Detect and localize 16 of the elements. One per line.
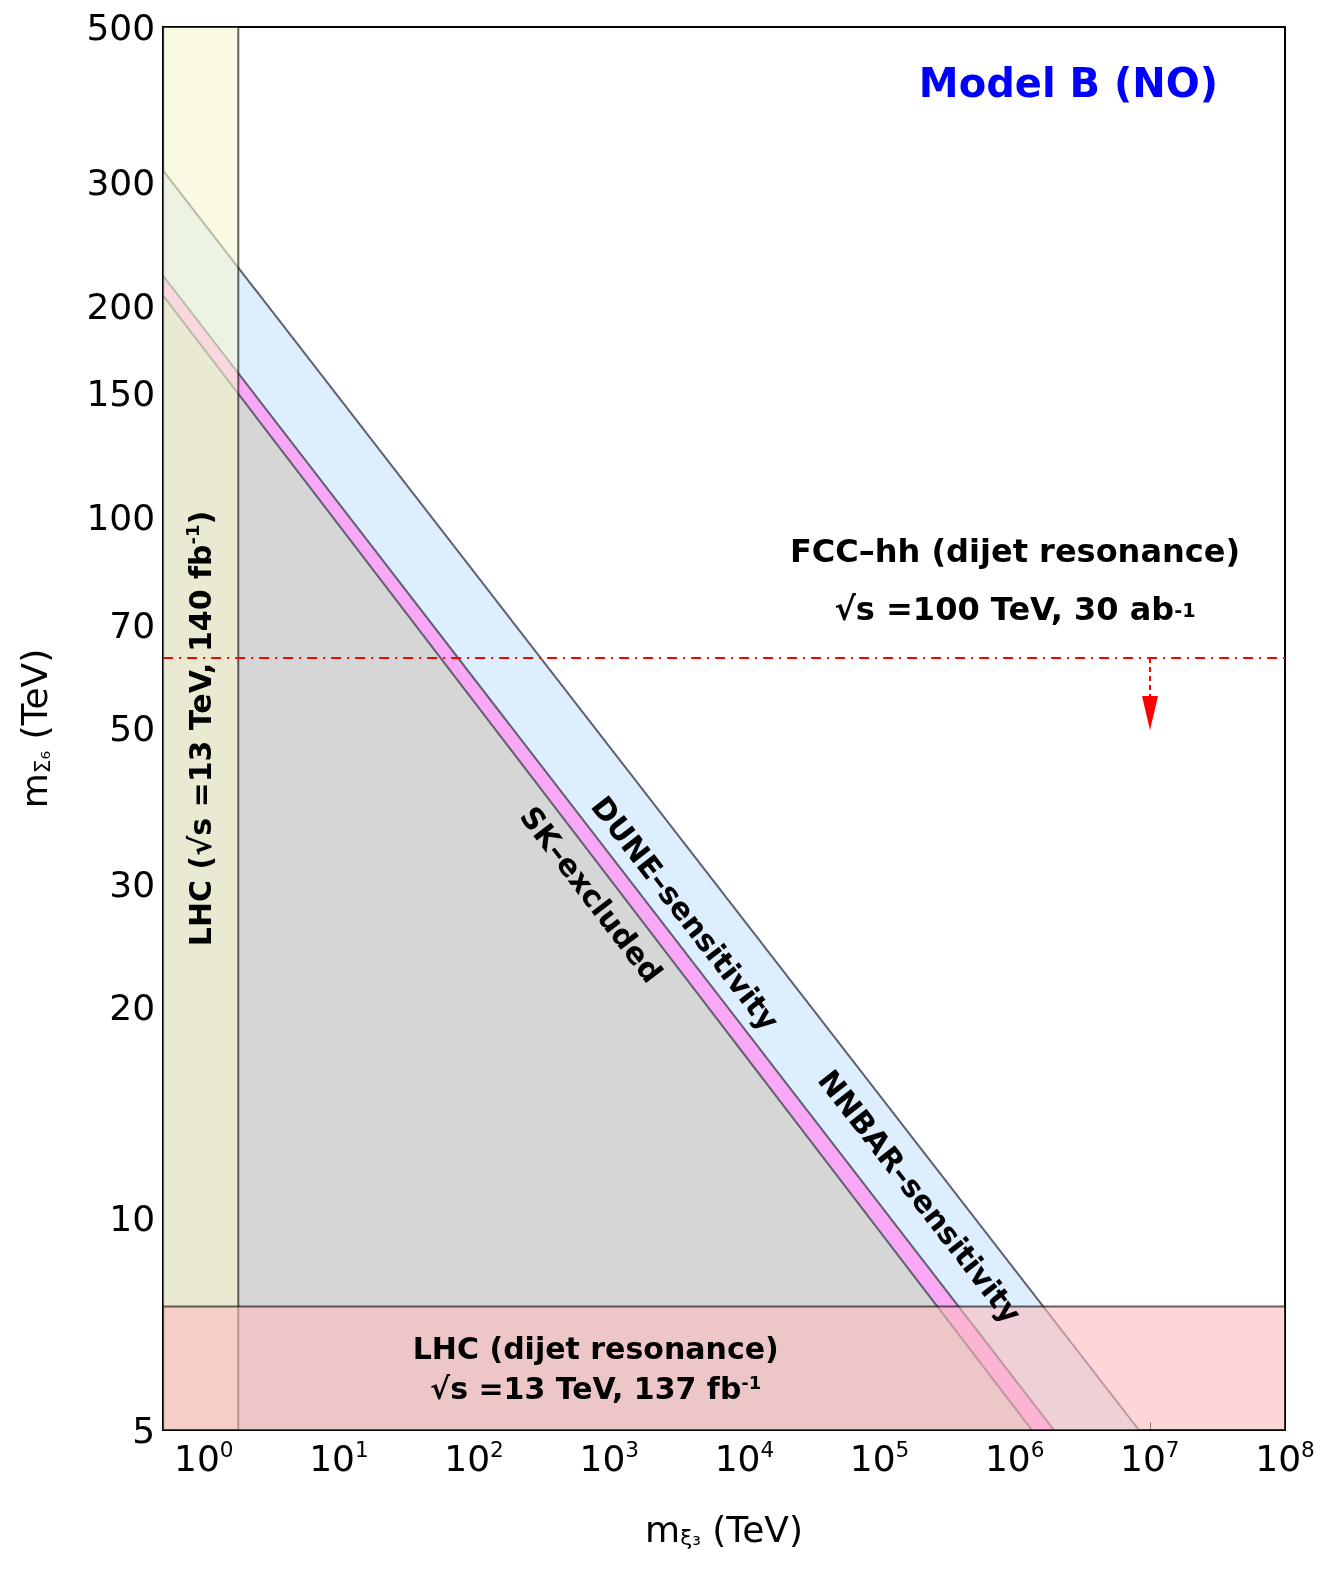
y-tick-label: 100 xyxy=(86,496,156,538)
y-tick-label: 20 xyxy=(109,987,156,1029)
y-tick-label: 150 xyxy=(86,373,156,415)
band-label: LHC (√s =13 TeV, 140 fb-1) xyxy=(181,510,219,947)
y-axis-title: mΣ₆ (TeV) xyxy=(13,648,55,809)
y-tick-label: 70 xyxy=(109,605,156,647)
annotation: FCC–hh (dijet resonance) √s =100 TeV, 30 ab-1 xyxy=(789,532,1241,629)
y-tick-label: 5 xyxy=(132,1409,156,1451)
y-tick-label: 300 xyxy=(86,162,156,204)
text: Model B (NO) xyxy=(918,60,1218,106)
y-tick-label: 200 xyxy=(86,285,156,327)
y-tick-label: 30 xyxy=(109,863,156,905)
y-tick-label: 500 xyxy=(86,6,156,48)
x-axis-title: mξ₃ (TeV) xyxy=(645,1508,804,1550)
y-tick-label: 10 xyxy=(109,1198,156,1240)
y-tick-label: 50 xyxy=(109,708,156,749)
